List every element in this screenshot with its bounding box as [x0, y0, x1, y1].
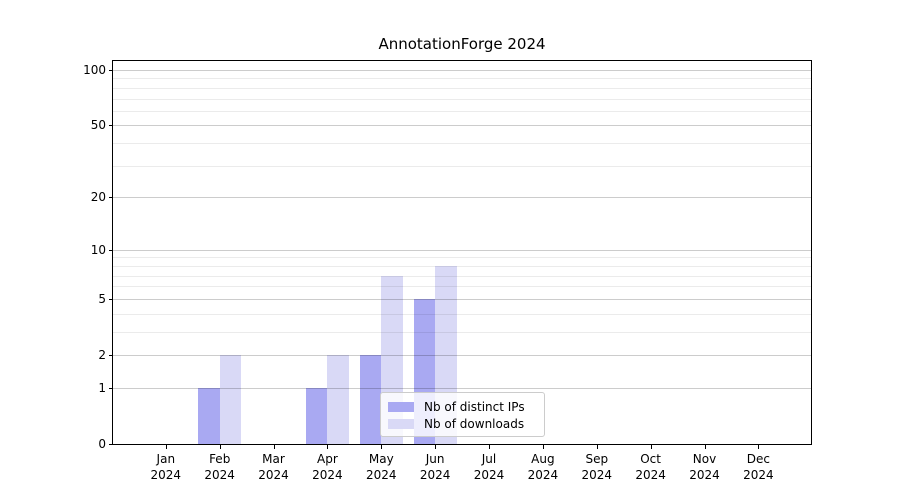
x-tick-nov: [704, 445, 706, 449]
x-tick-mar: [273, 445, 275, 449]
legend-swatch-downloads: [388, 418, 414, 429]
y-tick-label-50: 50: [90, 118, 106, 133]
y-tick-0: [109, 444, 113, 445]
x-tick-label-oct: Oct 2024: [635, 452, 666, 482]
gridline-minor-8: [113, 265, 811, 267]
legend-label-distinct-ips: Nb of distinct IPs: [424, 399, 525, 414]
x-tick-jul: [489, 445, 490, 449]
gridline-minor-4: [113, 313, 811, 315]
x-tick-label-aug: Aug 2024: [527, 452, 559, 482]
gridline-minor-60: [113, 110, 811, 112]
x-tick-label-nov: Nov 2024: [689, 452, 720, 482]
x-tick-jan: [165, 445, 167, 449]
x-tick-label-dec: Dec 2024: [743, 452, 774, 482]
x-tick-dec: [758, 445, 760, 449]
y-tick-10: [109, 249, 113, 251]
y-tick-label-20: 20: [90, 190, 106, 205]
gridline-minor-80: [113, 87, 811, 89]
x-tick-sep: [596, 445, 598, 449]
bar-nb-of-downloads-feb: [219, 355, 242, 444]
x-tick-aug: [542, 445, 544, 449]
y-tick-label-0: 0: [98, 437, 106, 451]
y-tick-1: [109, 387, 113, 389]
gridline-minor-40: [113, 143, 811, 145]
y-tick-label-2: 2: [98, 348, 106, 362]
x-tick-label-may: May 2024: [366, 452, 397, 482]
gridline-minor-30: [113, 165, 811, 167]
x-tick-label-jan: Jan 2024: [150, 452, 182, 482]
gridline-major-2: [113, 355, 811, 356]
x-tick-label-apr: Apr 2024: [312, 452, 343, 482]
gridline-major-1: [113, 387, 811, 389]
bar-nb-of-downloads-apr: [327, 355, 349, 444]
legend-item-downloads: Nb of downloads: [388, 415, 537, 432]
x-tick-feb: [219, 445, 221, 449]
bar-nb-of-distinct-ips-feb: [198, 387, 220, 444]
gridline-minor-90: [113, 78, 811, 80]
y-tick-100: [109, 70, 113, 71]
y-tick-5: [109, 298, 113, 300]
gridline-major-10: [113, 249, 811, 251]
x-tick-label-mar: Mar 2024: [258, 452, 289, 482]
y-tick-label-1: 1: [98, 380, 106, 395]
x-tick-oct: [650, 445, 652, 449]
legend: Nb of distinct IPs Nb of downloads: [380, 392, 545, 437]
x-tick-label-sep: Sep 2024: [581, 452, 613, 482]
x-tick-may: [381, 445, 383, 449]
bar-nb-of-distinct-ips-apr: [305, 387, 328, 444]
gridline-major-100: [113, 70, 811, 71]
x-tick-label-feb: Feb 2024: [204, 452, 235, 482]
y-tick-label-5: 5: [98, 291, 106, 306]
gridline-minor-6: [113, 286, 811, 288]
y-tick-50: [109, 125, 113, 127]
x-tick-label-jun: Jun 2024: [419, 452, 451, 482]
gridline-major-20: [113, 197, 811, 199]
plot-area: Nb of distinct IPs Nb of downloads: [112, 60, 812, 445]
x-tick-jun: [435, 445, 437, 449]
chart-title: AnnotationForge 2024: [378, 35, 546, 53]
gridline-minor-9: [113, 257, 811, 259]
gridline-major-50: [113, 125, 811, 127]
legend-label-downloads: Nb of downloads: [424, 416, 525, 431]
gridline-minor-7: [113, 275, 811, 277]
gridline-major-5: [113, 298, 811, 300]
gridline-minor-70: [113, 98, 811, 100]
y-tick-label-100: 100: [83, 63, 106, 77]
y-tick-2: [109, 355, 113, 356]
legend-item-distinct-ips: Nb of distinct IPs: [388, 398, 537, 415]
legend-swatch-distinct-ips: [388, 401, 414, 412]
y-tick-20: [109, 197, 113, 199]
gridline-minor-3: [113, 331, 811, 333]
y-tick-label-10: 10: [90, 242, 106, 257]
x-tick-label-jul: Jul 2024: [473, 452, 505, 482]
bar-nb-of-distinct-ips-may: [359, 355, 382, 444]
x-tick-apr: [327, 445, 329, 449]
